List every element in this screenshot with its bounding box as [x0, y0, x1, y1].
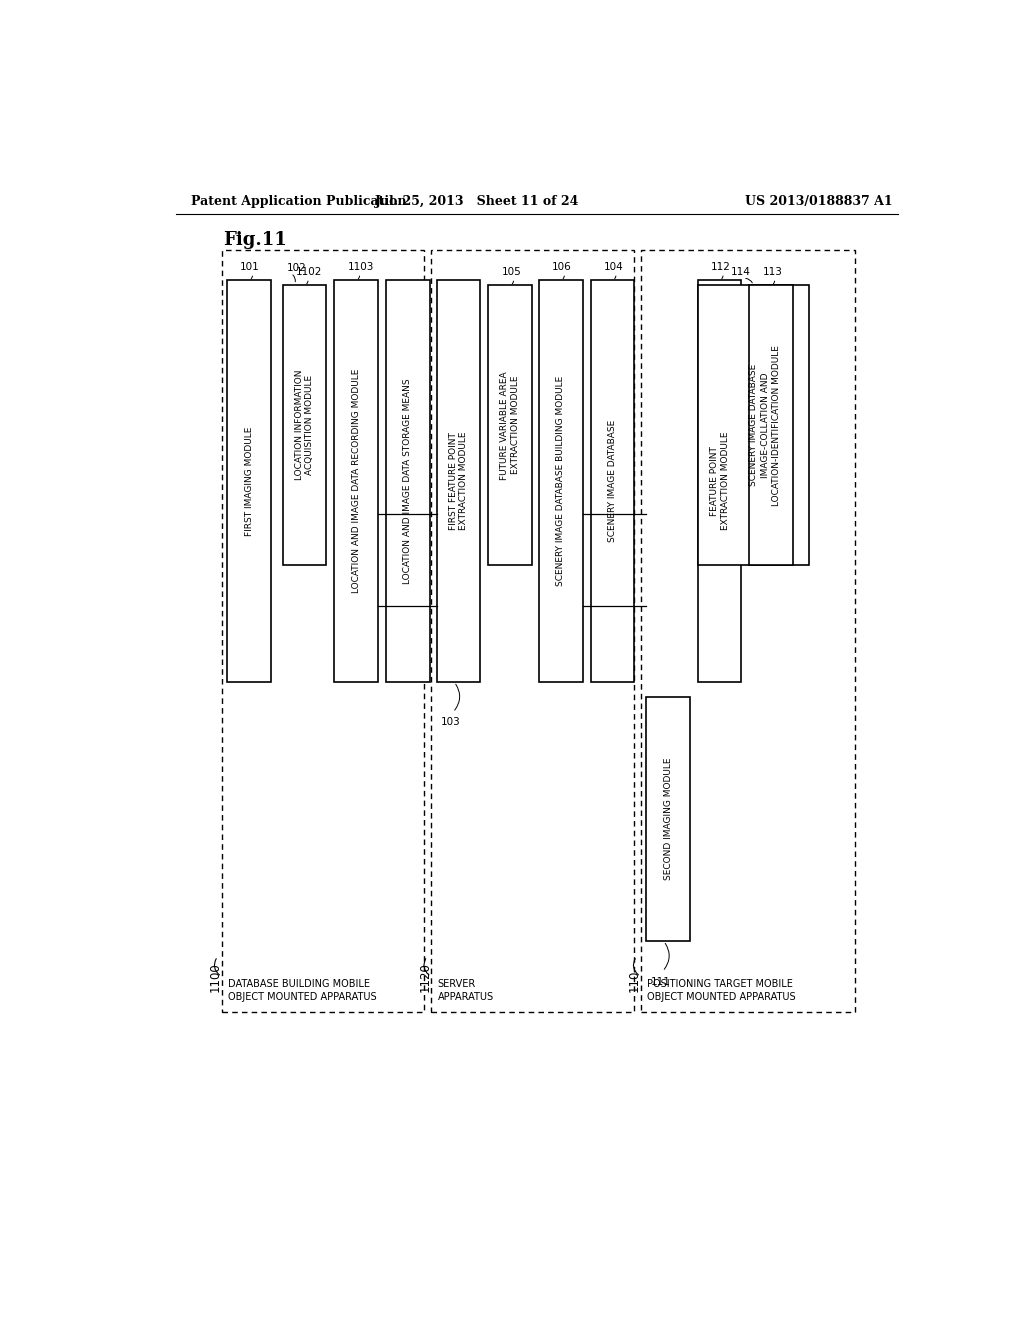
Bar	[646, 697, 690, 941]
Bar	[697, 280, 741, 682]
Text: 114: 114	[731, 268, 751, 277]
Text: FEATURE POINT
EXTRACTION MODULE: FEATURE POINT EXTRACTION MODULE	[710, 432, 729, 531]
Text: 101: 101	[241, 263, 260, 272]
Bar	[386, 280, 430, 682]
Bar	[283, 285, 327, 565]
Bar	[750, 285, 793, 565]
Text: IMAGE-COLLATION AND
LOCATION-IDENTIFICATION MODULE: IMAGE-COLLATION AND LOCATION-IDENTIFICAT…	[761, 345, 781, 506]
Text: Patent Application Publication: Patent Application Publication	[191, 194, 407, 207]
Text: SCENERY IMAGE DATABASE BUILDING MODULE: SCENERY IMAGE DATABASE BUILDING MODULE	[556, 376, 565, 586]
Text: FIRST IMAGING MODULE: FIRST IMAGING MODULE	[245, 426, 254, 536]
Text: 1100: 1100	[209, 962, 222, 991]
Text: Jul. 25, 2013   Sheet 11 of 24: Jul. 25, 2013 Sheet 11 of 24	[375, 194, 580, 207]
Text: 111: 111	[650, 977, 671, 986]
Text: US 2013/0188837 A1: US 2013/0188837 A1	[744, 194, 892, 207]
Text: 1120: 1120	[419, 962, 431, 991]
Text: 1103: 1103	[347, 263, 374, 272]
Text: FIRST FEATURE POINT
EXTRACTION MODULE: FIRST FEATURE POINT EXTRACTION MODULE	[449, 432, 468, 531]
Bar	[591, 280, 634, 682]
Bar	[641, 249, 855, 1012]
Text: 1102: 1102	[296, 268, 323, 277]
Bar	[697, 285, 809, 565]
Text: LOCATION INFORMATION
ACQUISITION MODULE: LOCATION INFORMATION ACQUISITION MODULE	[295, 370, 314, 480]
Bar	[334, 280, 378, 682]
Text: 110: 110	[628, 969, 641, 991]
Text: 102: 102	[287, 263, 306, 273]
Text: LOCATION AND IMAGE DATA STORAGE MEANS: LOCATION AND IMAGE DATA STORAGE MEANS	[403, 379, 413, 583]
Text: SECOND IMAGING MODULE: SECOND IMAGING MODULE	[664, 758, 673, 880]
Bar	[488, 285, 531, 565]
Text: 104: 104	[604, 263, 624, 272]
Text: SCENERY IMAGE DATABASE: SCENERY IMAGE DATABASE	[608, 420, 617, 543]
Text: 112: 112	[711, 263, 731, 272]
Text: Fig.11: Fig.11	[223, 231, 287, 248]
Text: LOCATION AND IMAGE DATA RECORDING MODULE: LOCATION AND IMAGE DATA RECORDING MODULE	[351, 368, 360, 593]
Bar	[436, 280, 480, 682]
Text: 105: 105	[502, 268, 521, 277]
Text: 106: 106	[552, 263, 572, 272]
Text: DATABASE BUILDING MOBILE
OBJECT MOUNTED APPARATUS: DATABASE BUILDING MOBILE OBJECT MOUNTED …	[228, 979, 377, 1002]
Bar	[227, 280, 270, 682]
Text: 113: 113	[763, 268, 782, 277]
Bar	[221, 249, 424, 1012]
Bar	[539, 280, 583, 682]
Text: SCENERY IMAGE DATABASE: SCENERY IMAGE DATABASE	[749, 364, 758, 486]
Text: 103: 103	[441, 718, 461, 727]
Text: FUTURE VARIABLE AREA
EXTRACTION MODULE: FUTURE VARIABLE AREA EXTRACTION MODULE	[501, 371, 520, 479]
Bar	[431, 249, 634, 1012]
Text: POSITIONING TARGET MOBILE
OBJECT MOUNTED APPARATUS: POSITIONING TARGET MOBILE OBJECT MOUNTED…	[647, 979, 796, 1002]
Text: SERVER
APPARATUS: SERVER APPARATUS	[437, 979, 494, 1002]
